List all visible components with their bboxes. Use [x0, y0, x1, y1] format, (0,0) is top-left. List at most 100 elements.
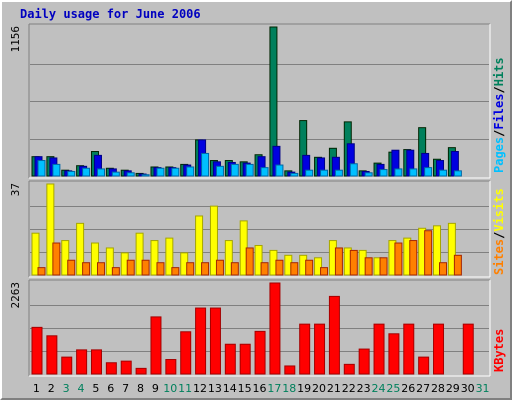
- bot-bar-kbytes-day-24: [373, 323, 385, 375]
- bot-bar-kbytes-day-11: [180, 331, 192, 375]
- top-bar-pages-day-8: [141, 174, 150, 177]
- legend-mid: Sites/Visits: [492, 188, 506, 275]
- mid-bar-sites-day-15: [245, 247, 254, 276]
- mid-bar-visits-day-1: [31, 232, 40, 276]
- mid-bar-visits-day-29: [447, 222, 456, 276]
- top-bar-pages-day-17: [275, 164, 284, 177]
- day-label-1: 1: [33, 382, 40, 395]
- bot-bar-kbytes-day-30: [462, 323, 474, 375]
- day-label-8: 8: [137, 382, 144, 395]
- top-bar-pages-day-11: [186, 166, 195, 177]
- legend-pages: Pages: [492, 137, 506, 173]
- mid-bar-sites-day-4: [82, 262, 91, 276]
- bot-bar-kbytes-day-5: [90, 349, 102, 375]
- day-label-19: 19: [297, 382, 311, 395]
- bot-bar-kbytes-day-22: [343, 363, 355, 375]
- mid-bar-sites-day-18: [290, 262, 299, 276]
- bot-bar-kbytes-day-7: [120, 360, 132, 375]
- bot-bar-kbytes-day-9: [150, 316, 162, 375]
- day-label-27: 27: [416, 382, 430, 395]
- legend-separator: /: [492, 86, 506, 93]
- day-label-16: 16: [253, 382, 267, 395]
- day-label-7: 7: [122, 382, 129, 395]
- top-bar-pages-day-28: [439, 169, 448, 177]
- top-bar-pages-day-24: [379, 169, 388, 177]
- bot-bar-kbytes-day-15: [239, 343, 251, 375]
- bot-bar-kbytes-day-20: [314, 323, 326, 375]
- top-bar-pages-day-5: [96, 168, 105, 177]
- mid-bar-sites-day-22: [349, 249, 358, 276]
- day-label-26: 26: [401, 382, 415, 395]
- mid-bar-sites-day-17: [275, 259, 284, 276]
- legend-bot: KBytes: [492, 329, 506, 372]
- bot-bar-kbytes-day-16: [254, 330, 266, 375]
- day-label-3: 3: [63, 382, 70, 395]
- top-bar-pages-day-1: [37, 160, 46, 177]
- top-ymax-label: 1156: [9, 26, 22, 53]
- bot-bar-kbytes-day-3: [61, 356, 73, 375]
- top-bar-pages-day-6: [111, 171, 120, 177]
- bot-bar-kbytes-day-27: [418, 356, 430, 375]
- mid-bar-sites-day-29: [453, 254, 462, 276]
- top-bar-pages-day-15: [245, 163, 254, 177]
- mid-bar-visits-day-9: [150, 240, 159, 276]
- mid-bar-sites-day-12: [201, 262, 210, 276]
- day-label-10: 10: [163, 382, 177, 395]
- bot-bar-kbytes-day-18: [284, 365, 296, 375]
- bot-bar-kbytes-day-13: [209, 307, 221, 375]
- mid-bar-visits-day-20: [314, 257, 323, 276]
- top-bar-pages-day-20: [320, 169, 329, 177]
- day-label-30: 30: [461, 382, 475, 395]
- legend-files: Files: [492, 94, 506, 130]
- bot-bar-kbytes-day-1: [31, 326, 43, 375]
- top-bar-pages-day-7: [126, 172, 135, 177]
- chart-title: Daily usage for June 2006: [20, 7, 201, 21]
- mid-bar-sites-day-10: [171, 267, 180, 276]
- mid-bar-visits-day-8: [135, 232, 144, 276]
- top-bar-pages-day-22: [349, 163, 358, 177]
- mid-bar-sites-day-2: [52, 242, 61, 276]
- bot-bar-kbytes-day-23: [358, 348, 370, 375]
- mid-bar-visits-day-28: [433, 225, 442, 276]
- mid-bar-visits-day-13: [209, 205, 218, 276]
- top-bar-pages-day-10: [171, 167, 180, 177]
- top-bar-pages-day-23: [364, 172, 373, 177]
- legend-separator: /: [492, 130, 506, 137]
- bot-ymax-label: 2263: [9, 282, 22, 309]
- mid-bar-sites-day-23: [364, 257, 373, 276]
- mid-bar-sites-day-3: [67, 259, 76, 276]
- legend-top: Pages/Files/Hits: [492, 57, 506, 173]
- mid-bar-sites-day-28: [439, 262, 448, 276]
- top-bar-pages-day-18: [290, 172, 299, 177]
- bot-bar-kbytes-day-26: [403, 323, 415, 375]
- day-label-28: 28: [431, 382, 445, 395]
- bot-bar-kbytes-day-21: [328, 295, 340, 375]
- top-bar-pages-day-26: [409, 168, 418, 177]
- mid-bar-visits-day-12: [195, 215, 204, 276]
- day-label-29: 29: [446, 382, 460, 395]
- bot-bar-kbytes-day-25: [388, 333, 400, 375]
- mid-bar-sites-day-27: [424, 230, 433, 276]
- top-bar-pages-day-25: [394, 168, 403, 177]
- bot-bar-kbytes-day-6: [105, 362, 117, 375]
- day-label-14: 14: [223, 382, 237, 395]
- top-bar-pages-day-9: [156, 167, 165, 177]
- legend-hits: Hits: [492, 57, 506, 86]
- day-label-31: 31: [476, 382, 490, 395]
- day-label-24: 24: [371, 382, 385, 395]
- mid-bar-sites-day-6: [111, 267, 120, 276]
- mid-bar-visits-day-3: [61, 240, 70, 276]
- bot-bar-kbytes-day-19: [299, 323, 311, 375]
- legend-kbytes: KBytes: [492, 329, 506, 372]
- mid-bar-sites-day-1: [37, 267, 46, 276]
- mid-bar-visits-day-16: [254, 244, 263, 276]
- bot-bar-kbytes-day-4: [76, 349, 88, 375]
- day-label-21: 21: [327, 382, 341, 395]
- top-bar-pages-day-16: [260, 167, 269, 177]
- day-label-20: 20: [312, 382, 326, 395]
- mid-bar-sites-day-26: [409, 240, 418, 276]
- mid-bar-visits-day-4: [76, 222, 85, 276]
- mid-bar-sites-day-13: [215, 259, 224, 276]
- bot-bar-kbytes-day-28: [433, 323, 445, 375]
